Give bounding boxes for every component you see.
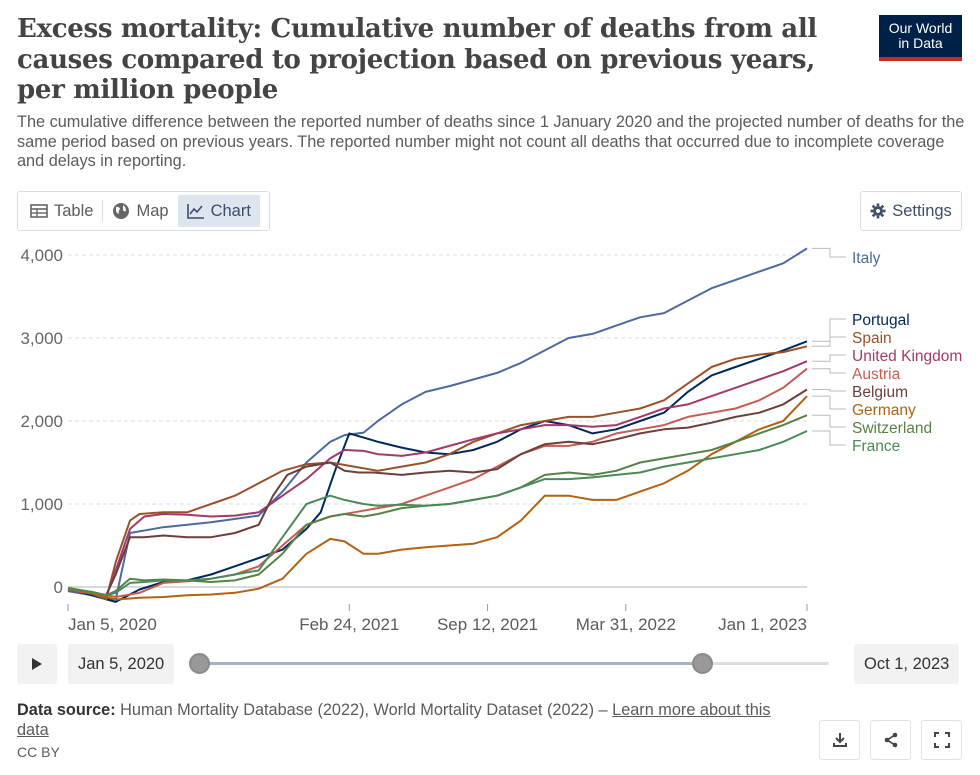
license: CC BY <box>17 744 60 760</box>
tab-map[interactable]: Map <box>103 195 177 227</box>
timeline-end-handle[interactable] <box>692 653 713 674</box>
line-chart: 0 1,000 2,000 3,000 4,000 Jan 5, 2020 Feb 24,… <box>20 246 962 634</box>
view-tabs: Table Map Chart <box>17 191 270 231</box>
series-line-france <box>67 430 808 597</box>
timeline-start-date[interactable]: Jan 5, 2020 <box>68 644 175 684</box>
x-tick-label: Feb 24, 2021 <box>299 615 399 634</box>
x-tick-label: Jan 5, 2020 <box>68 615 157 634</box>
y-tick-label: 0 <box>54 578 63 597</box>
x-axis: Jan 5, 2020 Feb 24, 2021 Sep 12, 2021 Mar 3… <box>67 604 808 634</box>
legend-connector-spain <box>812 336 846 347</box>
legend-connector-switzerland <box>812 414 846 428</box>
tab-map-label: Map <box>136 201 169 220</box>
series-line-italy <box>67 247 808 601</box>
legend-label-switzerland: Switzerland <box>852 420 932 437</box>
legend-label-united-kingdom: United Kingdom <box>852 348 962 365</box>
chart-title: Excess mortality: Cumulative number of d… <box>17 14 817 105</box>
table-icon <box>30 204 48 218</box>
x-tick-label: Jan 1, 2023 <box>718 615 807 634</box>
source-text: Human Mortality Database (2022), World M… <box>120 701 608 719</box>
play-button[interactable] <box>17 644 57 684</box>
legend-label-portugal: Portugal <box>852 312 910 329</box>
timeline-start-handle[interactable] <box>189 653 210 674</box>
share-icon <box>884 732 897 748</box>
globe-icon <box>113 203 130 219</box>
legend-label-italy: Italy <box>852 250 881 267</box>
owid-logo[interactable]: Our World in Data <box>879 15 962 61</box>
legend-label-austria: Austria <box>852 366 901 383</box>
logo-line-1: Our World <box>888 20 953 36</box>
timeline-track[interactable] <box>199 662 829 665</box>
download-icon <box>832 733 847 747</box>
series-line-belgium <box>67 388 808 597</box>
legend-label-belgium: Belgium <box>852 384 908 401</box>
legend-connector-austria <box>812 368 846 374</box>
legend-connector-portugal <box>812 318 846 342</box>
series-line-portugal <box>67 340 808 603</box>
tab-table[interactable]: Table <box>21 195 102 227</box>
timeline-selected-range <box>199 662 703 665</box>
x-tick-label: Mar 31, 2022 <box>576 615 676 634</box>
y-tick-label: 2,000 <box>20 412 63 431</box>
share-button[interactable] <box>870 720 911 760</box>
legend-connector-united-kingdom <box>812 354 846 362</box>
tab-chart[interactable]: Chart <box>177 195 260 227</box>
chart-subtitle: The cumulative difference between the re… <box>17 113 965 170</box>
timeline-end-date[interactable]: Oct 1, 2023 <box>854 644 960 684</box>
series-line-united-kingdom <box>67 360 808 598</box>
learn-more-link[interactable]: Learn more about this data <box>17 701 771 739</box>
series-line-germany <box>67 395 808 601</box>
y-tick-label: 3,000 <box>20 329 63 348</box>
y-tick-label: 4,000 <box>20 246 63 265</box>
legend-connector-germany <box>812 395 846 410</box>
data-source: Data source: Human Mortality Database (2… <box>17 700 797 740</box>
settings-label: Settings <box>892 201 952 220</box>
tab-chart-label: Chart <box>210 201 251 220</box>
line-chart-icon <box>186 204 204 219</box>
chart-grid <box>68 254 807 588</box>
download-button[interactable] <box>819 720 860 760</box>
settings-button[interactable]: Settings <box>860 191 962 231</box>
legend-connector-belgium <box>812 389 846 392</box>
legend-label-spain: Spain <box>852 330 892 347</box>
source-label: Data source: <box>17 701 116 719</box>
series-line-spain <box>67 345 808 601</box>
fullscreen-icon <box>933 732 950 748</box>
series-line-austria <box>67 367 808 598</box>
fullscreen-button[interactable] <box>921 720 962 760</box>
gear-icon <box>870 203 886 219</box>
tab-divider <box>102 200 104 222</box>
logo-line-2: in Data <box>898 35 943 51</box>
y-tick-label: 1,000 <box>20 495 63 514</box>
y-axis: 0 1,000 2,000 3,000 4,000 <box>20 246 63 597</box>
legend-connector-italy <box>812 247 846 258</box>
play-icon <box>32 658 42 670</box>
series-lines <box>67 247 808 603</box>
tab-table-label: Table <box>54 201 94 220</box>
series-line-switzerland <box>67 414 808 597</box>
legend-connector-france <box>812 430 846 446</box>
legend-label-france: France <box>852 438 900 455</box>
legend-label-germany: Germany <box>852 402 916 419</box>
x-tick-label: Sep 12, 2021 <box>437 615 538 634</box>
